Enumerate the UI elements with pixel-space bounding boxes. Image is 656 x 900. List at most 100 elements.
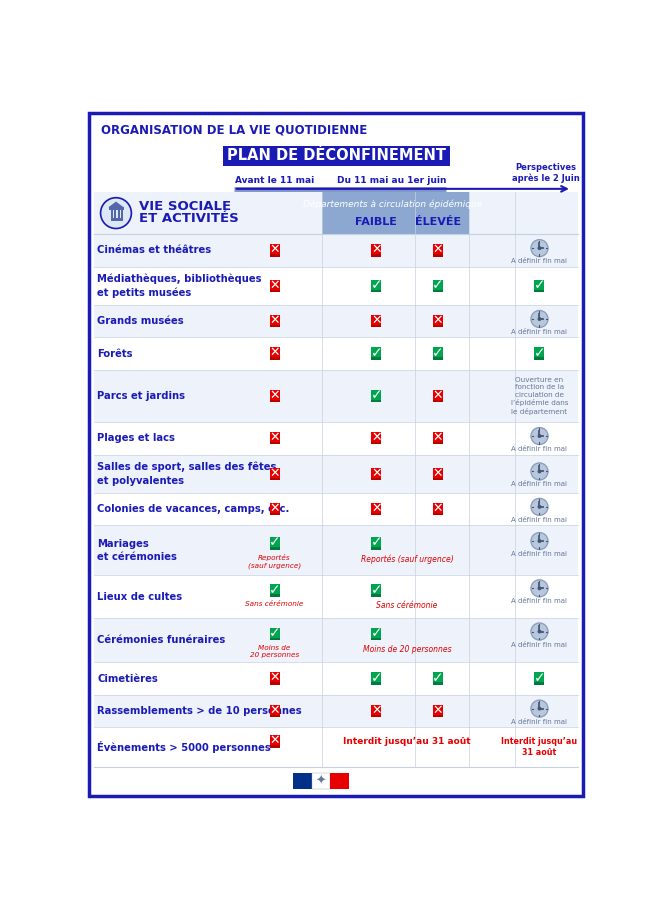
- Text: Moins de 20 personnes: Moins de 20 personnes: [363, 644, 451, 653]
- Text: ✕: ✕: [371, 502, 382, 515]
- Bar: [293, 772, 312, 789]
- Text: ✕: ✕: [270, 466, 280, 480]
- Bar: [330, 772, 348, 789]
- Text: ✕: ✕: [270, 671, 280, 684]
- Bar: [371, 503, 381, 516]
- Text: ✕: ✕: [270, 314, 280, 327]
- Bar: [433, 513, 443, 516]
- Bar: [114, 210, 116, 220]
- Bar: [111, 219, 123, 220]
- Text: A définir fin mai: A définir fin mai: [512, 517, 567, 523]
- Bar: [94, 370, 578, 422]
- Text: A définir fin mai: A définir fin mai: [512, 482, 567, 488]
- Bar: [270, 595, 279, 597]
- Bar: [94, 493, 578, 526]
- Bar: [94, 695, 578, 727]
- Bar: [433, 715, 443, 717]
- Bar: [535, 280, 544, 292]
- Text: ✓: ✓: [534, 346, 545, 360]
- Bar: [270, 547, 279, 550]
- Text: ✕: ✕: [432, 243, 443, 256]
- Bar: [270, 442, 279, 445]
- Bar: [94, 192, 578, 234]
- Circle shape: [538, 247, 541, 249]
- Bar: [270, 672, 279, 685]
- Bar: [433, 325, 443, 328]
- Text: ✕: ✕: [432, 314, 443, 327]
- Bar: [433, 672, 443, 685]
- Bar: [270, 745, 279, 748]
- Text: ✕: ✕: [270, 243, 280, 256]
- Bar: [371, 315, 381, 328]
- Bar: [270, 584, 279, 597]
- Circle shape: [531, 623, 548, 640]
- Bar: [371, 357, 381, 360]
- Bar: [270, 280, 279, 292]
- Bar: [371, 390, 381, 402]
- Circle shape: [538, 630, 541, 633]
- Text: Cérémonies funéraires: Cérémonies funéraires: [98, 635, 226, 645]
- Bar: [270, 682, 279, 685]
- Bar: [94, 266, 578, 305]
- Text: ✕: ✕: [371, 314, 382, 327]
- Bar: [371, 638, 381, 640]
- Bar: [371, 432, 381, 445]
- Bar: [371, 537, 381, 550]
- Bar: [371, 672, 381, 685]
- Text: Mariages
et cérémonies: Mariages et cérémonies: [98, 539, 177, 562]
- Circle shape: [531, 580, 548, 597]
- Text: ✕: ✕: [270, 431, 280, 444]
- Bar: [433, 244, 443, 256]
- Bar: [371, 347, 381, 360]
- Text: A définir fin mai: A définir fin mai: [512, 642, 567, 647]
- Bar: [433, 280, 443, 292]
- Bar: [371, 255, 381, 256]
- Circle shape: [538, 435, 541, 437]
- Text: Forêts: Forêts: [98, 348, 133, 358]
- Bar: [270, 432, 279, 445]
- Text: ✓: ✓: [534, 670, 545, 685]
- Text: ✓: ✓: [534, 278, 545, 293]
- Text: ✓: ✓: [371, 278, 382, 293]
- Bar: [371, 682, 381, 685]
- Bar: [270, 290, 279, 292]
- Bar: [270, 513, 279, 516]
- Text: ✕: ✕: [270, 502, 280, 515]
- Text: ✓: ✓: [371, 626, 382, 640]
- Text: ✓: ✓: [371, 536, 382, 550]
- Text: Cinémas et théâtres: Cinémas et théâtres: [98, 246, 212, 256]
- Bar: [433, 682, 443, 685]
- Bar: [371, 244, 381, 256]
- Text: Interdit jusqu’au
31 août: Interdit jusqu’au 31 août: [501, 737, 577, 757]
- Bar: [270, 357, 279, 360]
- Polygon shape: [108, 202, 124, 207]
- Bar: [371, 290, 381, 292]
- Bar: [270, 325, 279, 328]
- Text: ✓: ✓: [432, 278, 443, 293]
- Bar: [371, 478, 381, 480]
- Bar: [270, 255, 279, 256]
- Bar: [270, 537, 279, 550]
- Bar: [222, 146, 450, 166]
- Text: Interdit jusqu’au 31 août: Interdit jusqu’au 31 août: [343, 737, 471, 746]
- Text: ✓: ✓: [432, 346, 443, 360]
- Text: Sans cérémonie: Sans cérémonie: [377, 601, 438, 610]
- Bar: [433, 478, 443, 480]
- Circle shape: [538, 470, 541, 472]
- Text: Grands musées: Grands musées: [98, 316, 184, 327]
- Text: PLAN DE DÉCONFINEMENT: PLAN DE DÉCONFINEMENT: [227, 148, 445, 163]
- Text: ✕: ✕: [270, 346, 280, 359]
- Bar: [371, 705, 381, 717]
- Text: Salles de sport, salles des fêtes
et polyvalentes: Salles de sport, salles des fêtes et pol…: [98, 462, 277, 486]
- Bar: [94, 305, 578, 338]
- Text: ✕: ✕: [371, 431, 382, 444]
- Text: ✓: ✓: [371, 670, 382, 685]
- Bar: [94, 234, 578, 266]
- Circle shape: [531, 239, 548, 256]
- Text: ✕: ✕: [270, 704, 280, 716]
- Text: A définir fin mai: A définir fin mai: [512, 258, 567, 265]
- Bar: [270, 468, 279, 480]
- Text: A définir fin mai: A définir fin mai: [512, 598, 567, 604]
- Text: ✓: ✓: [269, 583, 280, 597]
- Circle shape: [538, 318, 541, 320]
